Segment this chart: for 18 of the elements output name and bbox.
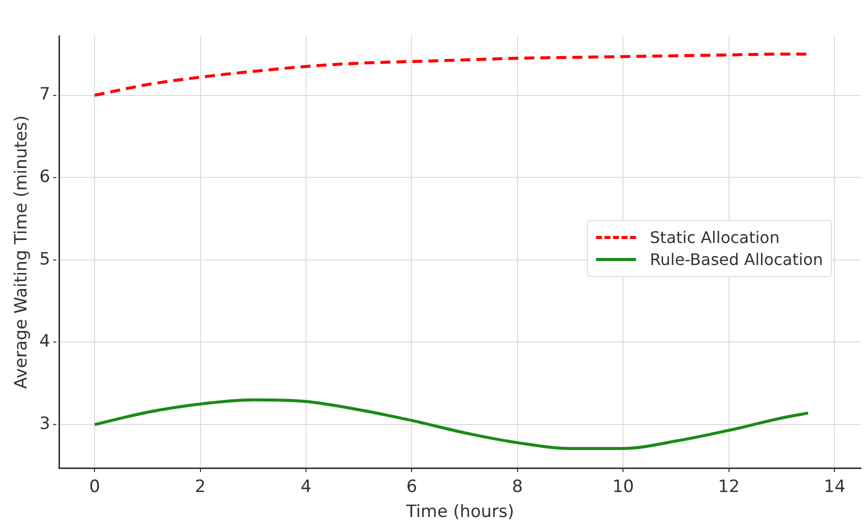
line-series xyxy=(93,398,810,450)
x-tick-label: 4 xyxy=(300,476,312,497)
y-tick-label: 3 xyxy=(39,414,50,434)
x-tick-label: 10 xyxy=(612,476,634,497)
legend-label: Rule-Based Allocation xyxy=(650,250,823,269)
x-tick-label: 14 xyxy=(824,476,846,497)
x-tick-label: 6 xyxy=(406,476,418,497)
y-tick-label: 6 xyxy=(39,167,50,188)
legend-label: Static Allocation xyxy=(650,228,780,247)
y-tick-label: 5 xyxy=(39,249,50,270)
x-tick-label: 12 xyxy=(718,476,740,497)
y-axis-title: Average Waiting Time (minutes) xyxy=(12,115,32,389)
y-tick-label: 4 xyxy=(39,332,50,352)
x-axis-title: Time (hours) xyxy=(405,502,514,522)
x-tick-label: 8 xyxy=(512,476,523,497)
x-tick-label: 2 xyxy=(194,476,206,497)
x-tick-label: 0 xyxy=(89,476,100,497)
y-tick-label: 7 xyxy=(39,84,50,105)
